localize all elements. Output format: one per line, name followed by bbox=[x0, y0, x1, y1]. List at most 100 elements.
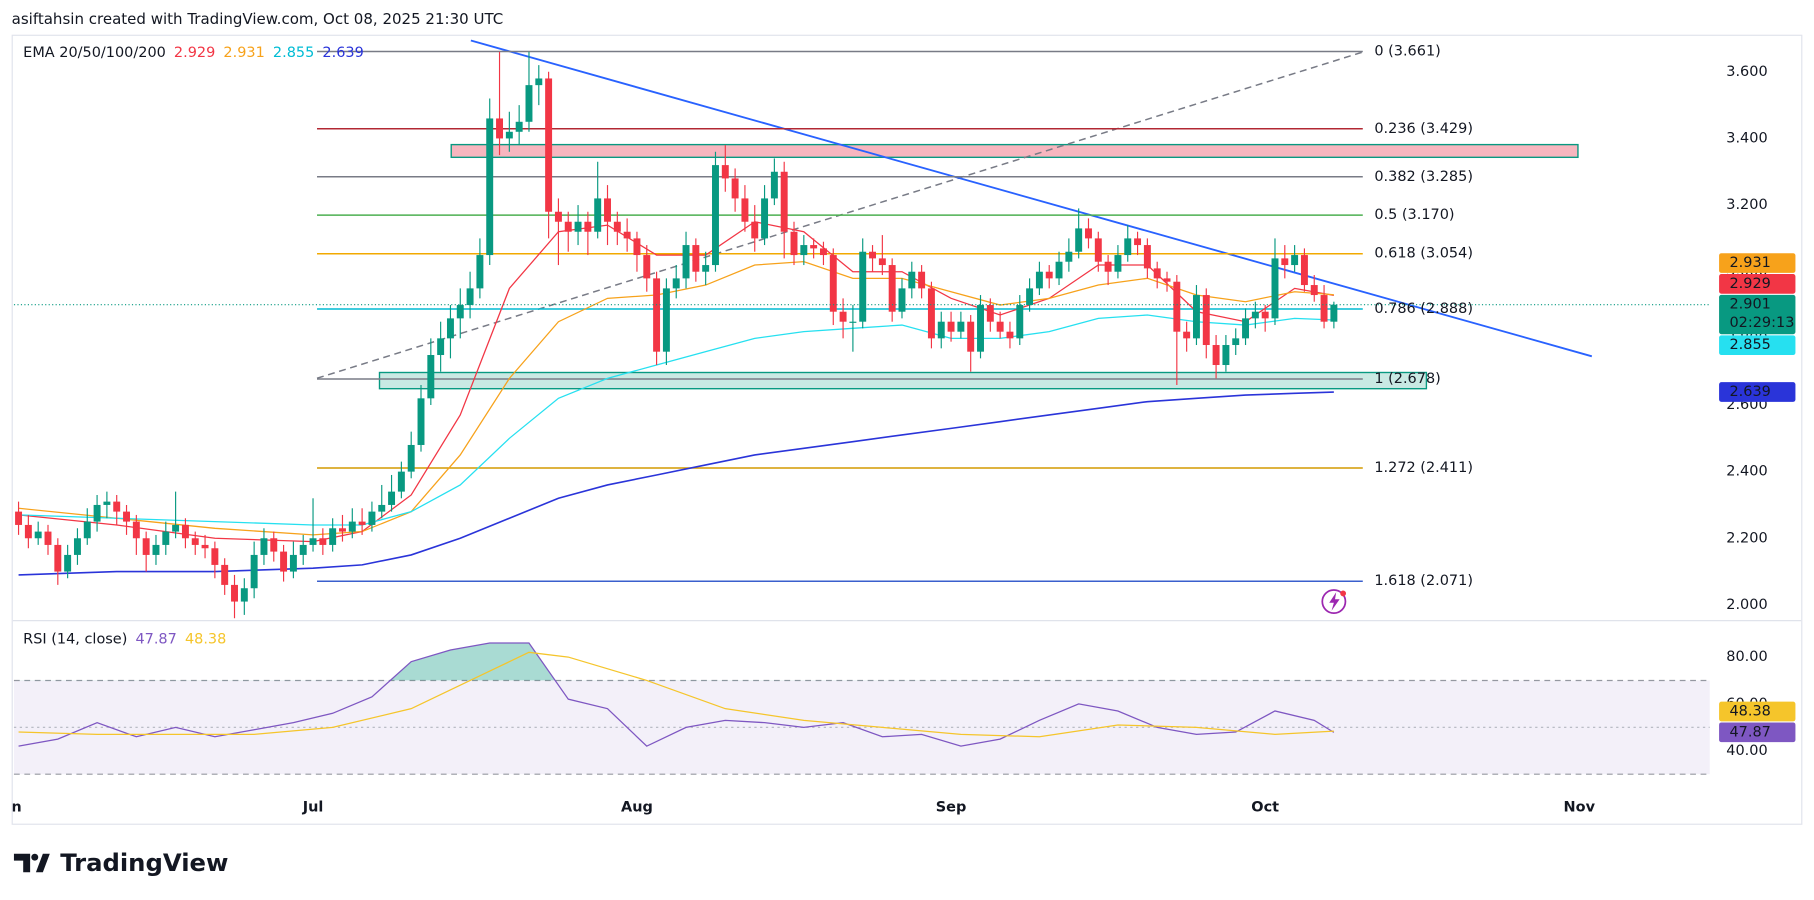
candle-body bbox=[594, 198, 602, 232]
candle-body bbox=[1104, 261, 1112, 272]
price-badge-label: 47.87 bbox=[1729, 724, 1770, 740]
candle-body bbox=[1124, 238, 1132, 256]
rsi-legend-title: RSI (14, close) bbox=[23, 632, 127, 648]
alert-icon bbox=[1321, 589, 1347, 614]
main-plot bbox=[13, 50, 1710, 619]
rsi-plot bbox=[13, 642, 1710, 775]
candle-body bbox=[142, 538, 150, 555]
logo-text: TradingView bbox=[60, 848, 228, 877]
ema-line bbox=[18, 261, 1334, 536]
candle-body bbox=[132, 521, 140, 539]
candle-body bbox=[289, 554, 297, 572]
legend-title: EMA 20/50/100/200 bbox=[23, 45, 166, 61]
candle-body bbox=[1045, 271, 1053, 279]
y-tick-label: 40.00 bbox=[1726, 743, 1767, 759]
candle-body bbox=[564, 221, 572, 232]
x-tick-label: Nov bbox=[1564, 799, 1596, 815]
candle-body bbox=[623, 231, 631, 239]
candle-body bbox=[967, 321, 975, 352]
candle-body bbox=[388, 491, 396, 505]
logo: TradingView bbox=[13, 848, 228, 877]
price-badge-label: 2.855 bbox=[1729, 337, 1770, 353]
fib-level-label: 0 (3.661) bbox=[1374, 43, 1440, 59]
candle-body bbox=[800, 245, 808, 256]
candle-body bbox=[211, 548, 219, 565]
candle-body bbox=[73, 538, 81, 555]
price-badge bbox=[1719, 294, 1796, 335]
candle-body bbox=[1192, 295, 1200, 339]
y-tick-label: 2.000 bbox=[1726, 597, 1767, 613]
candle-body bbox=[692, 245, 700, 272]
candle-body bbox=[172, 524, 180, 532]
candle-body bbox=[780, 171, 788, 232]
candle-body bbox=[437, 338, 445, 356]
candle-body bbox=[751, 221, 759, 239]
candle-body bbox=[240, 588, 248, 602]
candle-body bbox=[1075, 228, 1083, 252]
legend-value: 2.931 bbox=[223, 45, 264, 61]
candle-body bbox=[869, 251, 877, 259]
candle-body bbox=[378, 504, 386, 512]
candle-body bbox=[1085, 228, 1092, 239]
price-badge bbox=[1719, 274, 1796, 294]
candle-body bbox=[103, 501, 111, 505]
candle-body bbox=[613, 221, 621, 232]
candle-body bbox=[1261, 311, 1269, 319]
candle-body bbox=[456, 305, 464, 319]
resistance-zone bbox=[450, 143, 1579, 159]
candle-body bbox=[1026, 288, 1034, 306]
candle-body bbox=[15, 511, 23, 525]
x-tick-label: Aug bbox=[621, 799, 653, 815]
candle-body bbox=[1006, 331, 1014, 339]
legend: EMA 20/50/100/200 2.929 2.931 2.855 2.639 bbox=[23, 45, 364, 61]
y-tick-label: 2.200 bbox=[1726, 530, 1767, 546]
candle-body bbox=[515, 121, 523, 132]
candle-body bbox=[878, 258, 886, 266]
candle-body bbox=[712, 165, 719, 266]
candle-body bbox=[702, 265, 710, 272]
candle-body bbox=[1212, 345, 1220, 366]
candle-body bbox=[1016, 305, 1024, 339]
alert-bolt bbox=[1329, 592, 1340, 611]
candle-body bbox=[604, 198, 611, 222]
y-tick-label: 3.200 bbox=[1726, 197, 1767, 213]
price-badge-label: 02:29:13 bbox=[1729, 315, 1794, 331]
legend-value: 2.929 bbox=[174, 45, 215, 61]
main-pane: 2.0002.2002.4002.6002.8003.0003.2003.400… bbox=[13, 43, 1796, 619]
price-badge-label: 2.931 bbox=[1729, 255, 1770, 271]
candle-body bbox=[1310, 285, 1318, 296]
candle-body bbox=[819, 248, 827, 256]
candle-body bbox=[554, 211, 562, 222]
candle-body bbox=[486, 118, 494, 256]
x-tick-label: Jul bbox=[302, 799, 324, 815]
candle-body bbox=[643, 255, 651, 279]
candle-body bbox=[672, 278, 680, 289]
price-badge-label: 2.929 bbox=[1729, 276, 1770, 292]
candle-body bbox=[24, 524, 32, 539]
candle-body bbox=[957, 321, 965, 332]
fib-level-label: 0.5 (3.170) bbox=[1374, 207, 1454, 223]
candle-body bbox=[849, 321, 857, 323]
candle-body bbox=[996, 321, 1004, 332]
fib-level-label: 0.236 (3.429) bbox=[1374, 121, 1473, 137]
candle-body bbox=[329, 528, 337, 545]
candle-body bbox=[682, 245, 690, 279]
candle-body bbox=[662, 288, 670, 352]
candle-body bbox=[446, 318, 454, 339]
candle-body bbox=[986, 305, 994, 322]
logo-dot bbox=[31, 853, 39, 861]
logo-mark bbox=[13, 853, 50, 873]
candle-body bbox=[1222, 345, 1230, 366]
candle-body bbox=[1251, 311, 1259, 319]
candle-body bbox=[535, 78, 543, 86]
candle-body bbox=[358, 521, 366, 525]
candle-body bbox=[1202, 295, 1210, 346]
y-tick-label: 2.400 bbox=[1726, 464, 1767, 480]
candle-body bbox=[113, 501, 121, 512]
candle-body bbox=[93, 504, 101, 522]
candle-body bbox=[653, 278, 661, 352]
candle-body bbox=[1134, 238, 1142, 246]
fib-level-label: 1.272 (2.411) bbox=[1374, 460, 1473, 476]
candle-body bbox=[44, 531, 52, 545]
